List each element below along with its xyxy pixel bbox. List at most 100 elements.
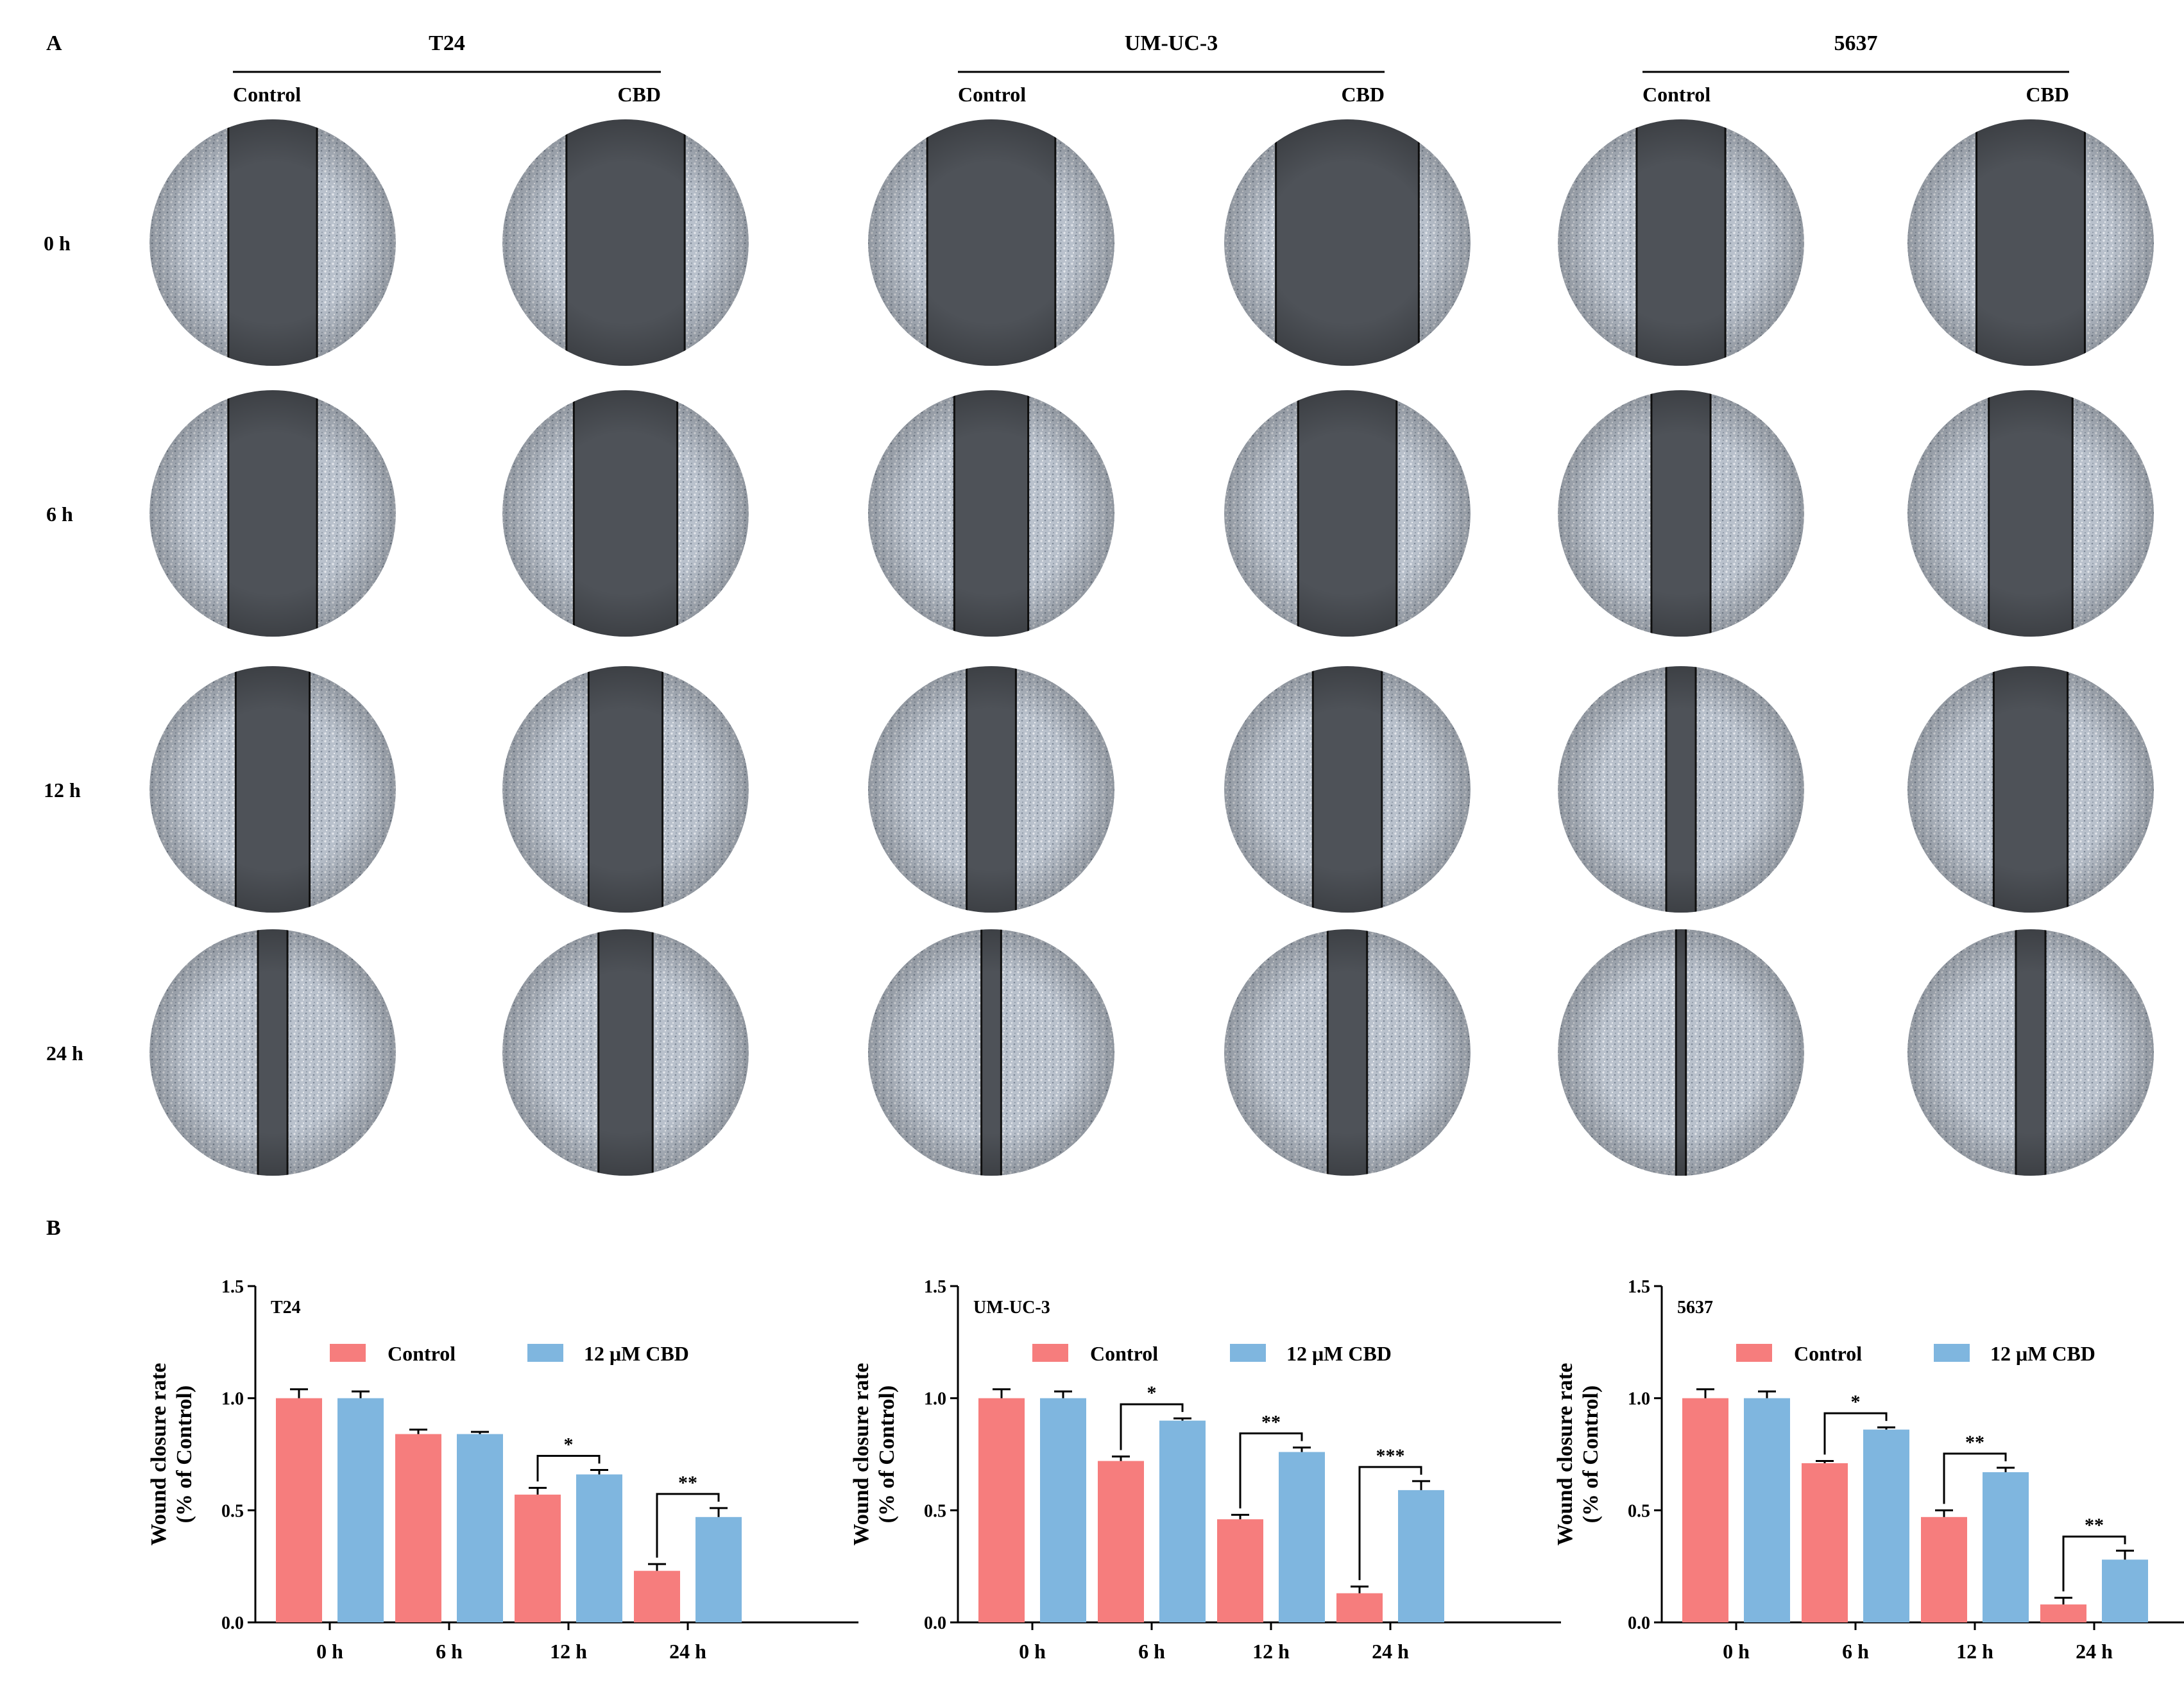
micrograph [502,119,749,366]
bar-cbd [1983,1472,2029,1622]
x-tick-label: 0 h [1019,1640,1046,1663]
vignette [868,666,1114,913]
cell-line-title: 5637 [1834,31,1878,55]
vignette [1224,119,1471,366]
bar-cbd [1398,1490,1444,1622]
bar-cbd [1159,1420,1206,1622]
micrograph [1224,929,1471,1176]
y-axis-sublabel: (% of Control) [1579,1386,1603,1524]
bar-control [1802,1463,1848,1622]
bar-control [1921,1516,1967,1622]
legend-label-control: Control [1090,1342,1158,1365]
x-tick-label: 6 h [1842,1640,1869,1663]
vignette [502,119,749,366]
x-tick-label: 24 h [2076,1640,2113,1663]
vignette [1907,929,2154,1176]
micrograph [502,666,749,913]
bar-control [1336,1593,1383,1622]
vignette [149,119,396,366]
micrograph [1558,929,1804,1176]
vignette [868,929,1114,1176]
legend-label-cbd: 12 μM CBD [1990,1342,2095,1365]
significance-bracket [1823,1412,1888,1455]
vignette [502,929,749,1176]
y-axis-sublabel: (% of Control) [875,1386,899,1524]
significance-marker: ** [678,1472,697,1493]
vignette [1558,390,1804,637]
micrograph [868,666,1114,913]
legend-label-cbd: 12 μM CBD [1286,1342,1392,1365]
y-tick-label: 1.5 [1628,1277,1650,1297]
micrograph [502,390,749,637]
significance-marker: ** [1261,1412,1281,1433]
micrograph [1224,666,1471,913]
legend-label-control: Control [388,1342,456,1365]
bar-control [2040,1604,2086,1622]
micrograph [149,390,396,637]
y-tick-label: 1.5 [924,1277,946,1297]
vignette [502,390,749,637]
bar-cbd [576,1474,622,1622]
micrograph [1224,390,1471,637]
vignette [149,666,396,913]
y-tick-label: 1.0 [924,1389,946,1409]
bar-control [978,1398,1025,1622]
x-tick-label: 24 h [1372,1640,1409,1663]
legend-swatch-control [330,1344,366,1362]
vignette [1907,390,2154,637]
panel-b-label: B [46,1216,61,1240]
condition-label-cbd: CBD [2026,83,2069,106]
panel-a-micrographs: T24 Control CBD UM-UC-3 Control CBD 5637 Contro… [44,31,2154,1176]
significance-marker: ** [1965,1432,1984,1453]
timepoint-label: 24 h [46,1042,83,1065]
legend-label-control: Control [1794,1342,1862,1365]
x-tick-label: 24 h [669,1640,706,1663]
bar-cbd [457,1434,503,1622]
significance-bracket [536,1454,601,1482]
micrograph [1907,929,2154,1176]
bar-control [1682,1398,1728,1622]
micrograph [1907,390,2154,637]
condition-label-control: Control [233,83,301,106]
panel-a-label: A [46,31,62,55]
y-axis-label: Wound closure rate [1553,1363,1577,1546]
micrograph [868,390,1114,637]
y-tick-label: 0.5 [924,1501,946,1521]
significance-marker: *** [1376,1445,1405,1466]
legend-swatch-control [1736,1344,1772,1362]
bar-cbd [1279,1452,1325,1622]
y-tick-label: 1.0 [1628,1389,1650,1409]
bar-cbd [2102,1559,2148,1622]
legend-swatch-control [1032,1344,1068,1362]
bar-chart: 0.0 0.5 1.0 1.5 Wound closure rate (% of Cont… [1553,1277,2184,1663]
bar-control [634,1570,680,1622]
y-axis-label: Wound closure rate [147,1363,171,1546]
y-tick-label: 0.0 [924,1613,946,1633]
timepoint-label: 12 h [44,778,81,802]
bar-cbd [1863,1429,1909,1622]
micrograph [502,929,749,1176]
micrograph [868,119,1114,366]
x-tick-label: 6 h [1138,1640,1165,1663]
significance-bracket [1239,1432,1303,1509]
condition-label-control: Control [958,83,1026,106]
vignette [1558,929,1804,1176]
significance-marker: * [1851,1391,1861,1413]
legend-swatch-cbd [1230,1344,1266,1362]
bar-chart: 0.0 0.5 1.0 1.5 Wound closure rate (% of Cont… [849,1277,1561,1663]
chart-title: T24 [271,1298,301,1318]
micrograph [1558,666,1804,913]
significance-marker: * [1147,1382,1157,1404]
y-axis-label: Wound closure rate [849,1363,873,1546]
legend-swatch-cbd [1934,1344,1970,1362]
significance-bracket [2062,1535,2126,1592]
x-tick-label: 6 h [436,1640,463,1663]
vignette [1558,119,1804,366]
timepoint-label: 6 h [46,503,73,526]
micrograph [1558,390,1804,637]
vignette [1224,929,1471,1176]
chart-title: UM-UC-3 [973,1298,1050,1318]
bar-control [515,1494,561,1622]
bar-cbd [337,1398,384,1622]
bar-control [1098,1461,1144,1622]
